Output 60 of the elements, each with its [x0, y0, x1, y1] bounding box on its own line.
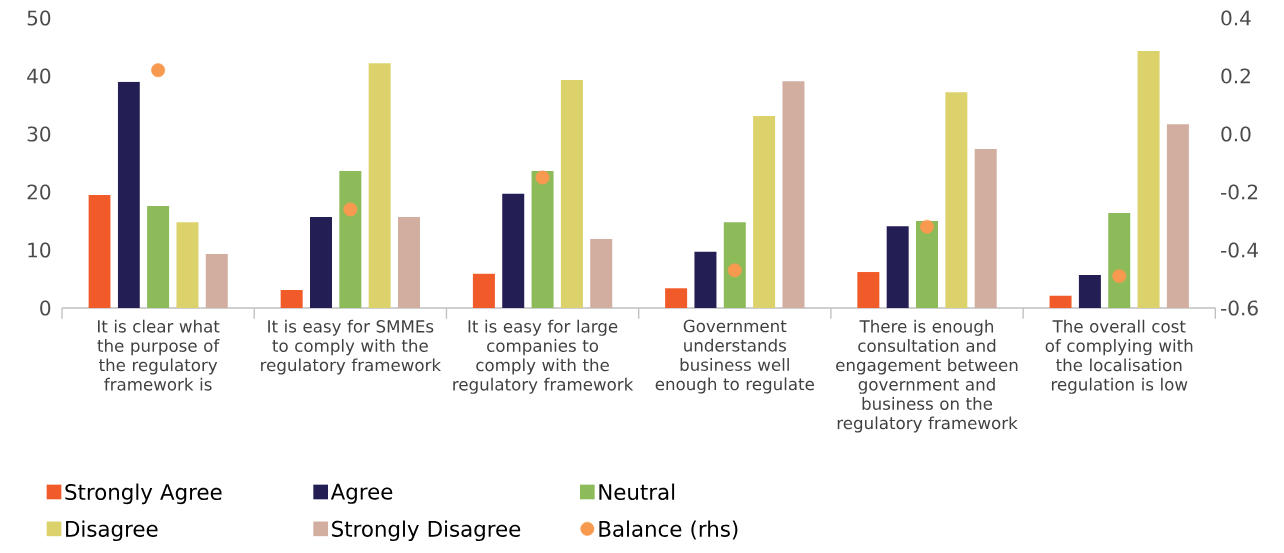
- bar: [1166, 124, 1189, 308]
- bar: [339, 171, 362, 308]
- bar: [88, 194, 111, 308]
- y2-tick-label: 0.0: [1221, 126, 1251, 142]
- bar: [117, 81, 140, 308]
- point: [727, 263, 742, 278]
- bar: [398, 216, 421, 308]
- bar: [916, 221, 939, 308]
- point: [343, 202, 358, 217]
- bar: [665, 288, 688, 308]
- bar: [590, 238, 613, 308]
- bar: [310, 216, 332, 308]
- bar: [1049, 295, 1072, 308]
- bar: [1078, 274, 1101, 308]
- legend-label: Balance (rhs): [599, 520, 738, 540]
- point: [535, 170, 550, 185]
- y-tick-label: 40: [27, 68, 51, 84]
- x-tick-label: The overall cost of complying with the localisation regulation is low: [1045, 319, 1193, 394]
- legend-label: Neutral: [599, 483, 675, 501]
- legend-label: Strongly Disagree: [332, 520, 521, 542]
- bar: [472, 273, 495, 308]
- y2-tick-label: -0.6: [1221, 300, 1258, 316]
- x-tick-label: There is enough consultation and engagement between government and business on the regulatory framework: [836, 319, 1018, 433]
- legend-label: Strongly Agree: [65, 483, 222, 505]
- bar: [694, 251, 717, 308]
- bar: [502, 193, 525, 308]
- y2-tick-label: 0.2: [1221, 68, 1250, 84]
- bar: [857, 272, 880, 308]
- bar: [368, 63, 391, 308]
- x-tick-label: Government understands business well enough to regulate: [655, 319, 814, 394]
- bar: [205, 254, 228, 308]
- y-tick-label: 0: [40, 300, 51, 316]
- y-tick-label: 20: [27, 184, 51, 200]
- bar: [886, 226, 909, 308]
- legend-label: Agree: [330, 483, 393, 504]
- bar: [753, 116, 776, 308]
- bar: [1137, 51, 1160, 308]
- point: [1112, 269, 1127, 284]
- point: [151, 63, 166, 78]
- bar: [560, 80, 583, 308]
- bar: [176, 222, 199, 308]
- bar: [723, 222, 746, 308]
- bar: [974, 149, 997, 308]
- bar: [1108, 212, 1131, 308]
- bar: [531, 171, 554, 308]
- y2-tick-label: 0.4: [1221, 10, 1251, 26]
- y-tick-label: 30: [27, 126, 51, 142]
- point: [920, 219, 934, 234]
- x-tick-label: It is clear what the purpose of the regulatory framework is: [97, 319, 220, 391]
- bar: [147, 205, 170, 308]
- x-tick-label: It is easy for large companies to comply with the regulatory framework: [453, 319, 634, 394]
- bar: [945, 92, 968, 308]
- y-tick-label: 50: [27, 10, 51, 26]
- y-tick-label: 10: [28, 242, 51, 258]
- bar: [280, 290, 303, 308]
- y2-tick-label: -0.2: [1221, 184, 1258, 200]
- legend-label: Disagree: [66, 520, 158, 542]
- x-tick-label: It is easy for SMMEs to comply with the regulatory framework: [261, 319, 442, 375]
- bar: [782, 81, 805, 308]
- y2-tick-label: -0.4: [1221, 242, 1258, 258]
